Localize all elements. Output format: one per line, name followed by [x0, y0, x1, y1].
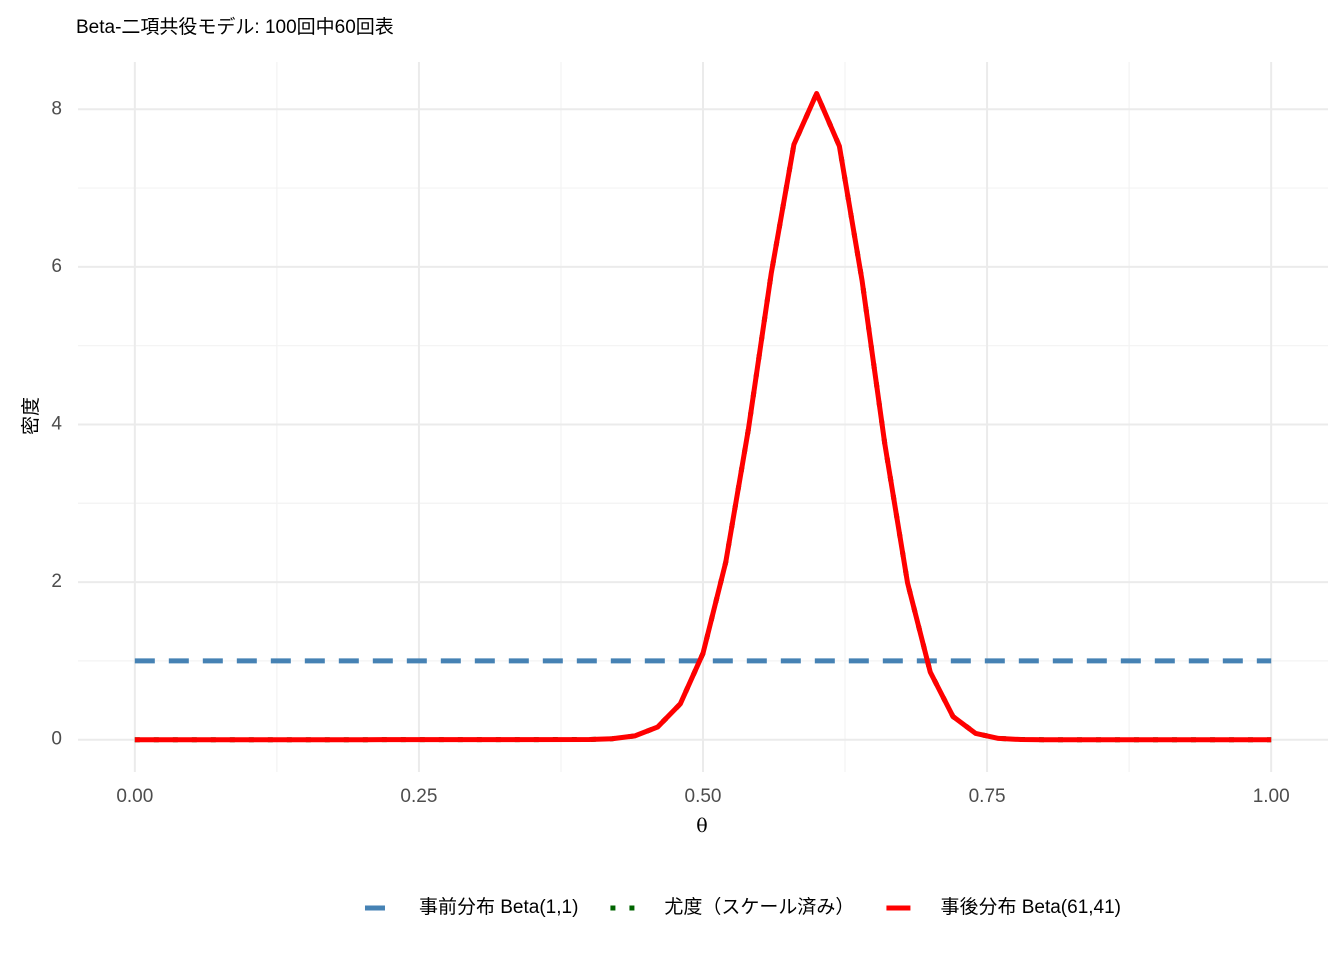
legend-label: 尤度（スケール済み） — [664, 896, 854, 918]
legend-label: 事前分布 Beta(1,1) — [419, 896, 578, 918]
x-axis-label: θ — [696, 815, 707, 837]
chart-title: Beta-二項共役モデル: 100回中60回表 — [76, 16, 394, 38]
x-tick-label: 0.00 — [116, 786, 153, 807]
x-tick-label: 0.50 — [685, 786, 722, 807]
y-tick-label: 6 — [51, 256, 62, 277]
y-tick-label: 8 — [51, 98, 62, 119]
x-tick-label: 0.75 — [969, 786, 1006, 807]
y-tick-label: 4 — [51, 414, 62, 435]
legend-label: 事後分布 Beta(61,41) — [940, 896, 1121, 918]
y-tick-label: 0 — [51, 729, 62, 750]
y-tick-label: 2 — [51, 571, 62, 592]
x-tick-label: 0.25 — [400, 786, 437, 807]
y-axis-label: 密度 — [20, 397, 42, 435]
x-tick-label: 1.00 — [1253, 786, 1290, 807]
series-line — [134, 91, 1272, 743]
